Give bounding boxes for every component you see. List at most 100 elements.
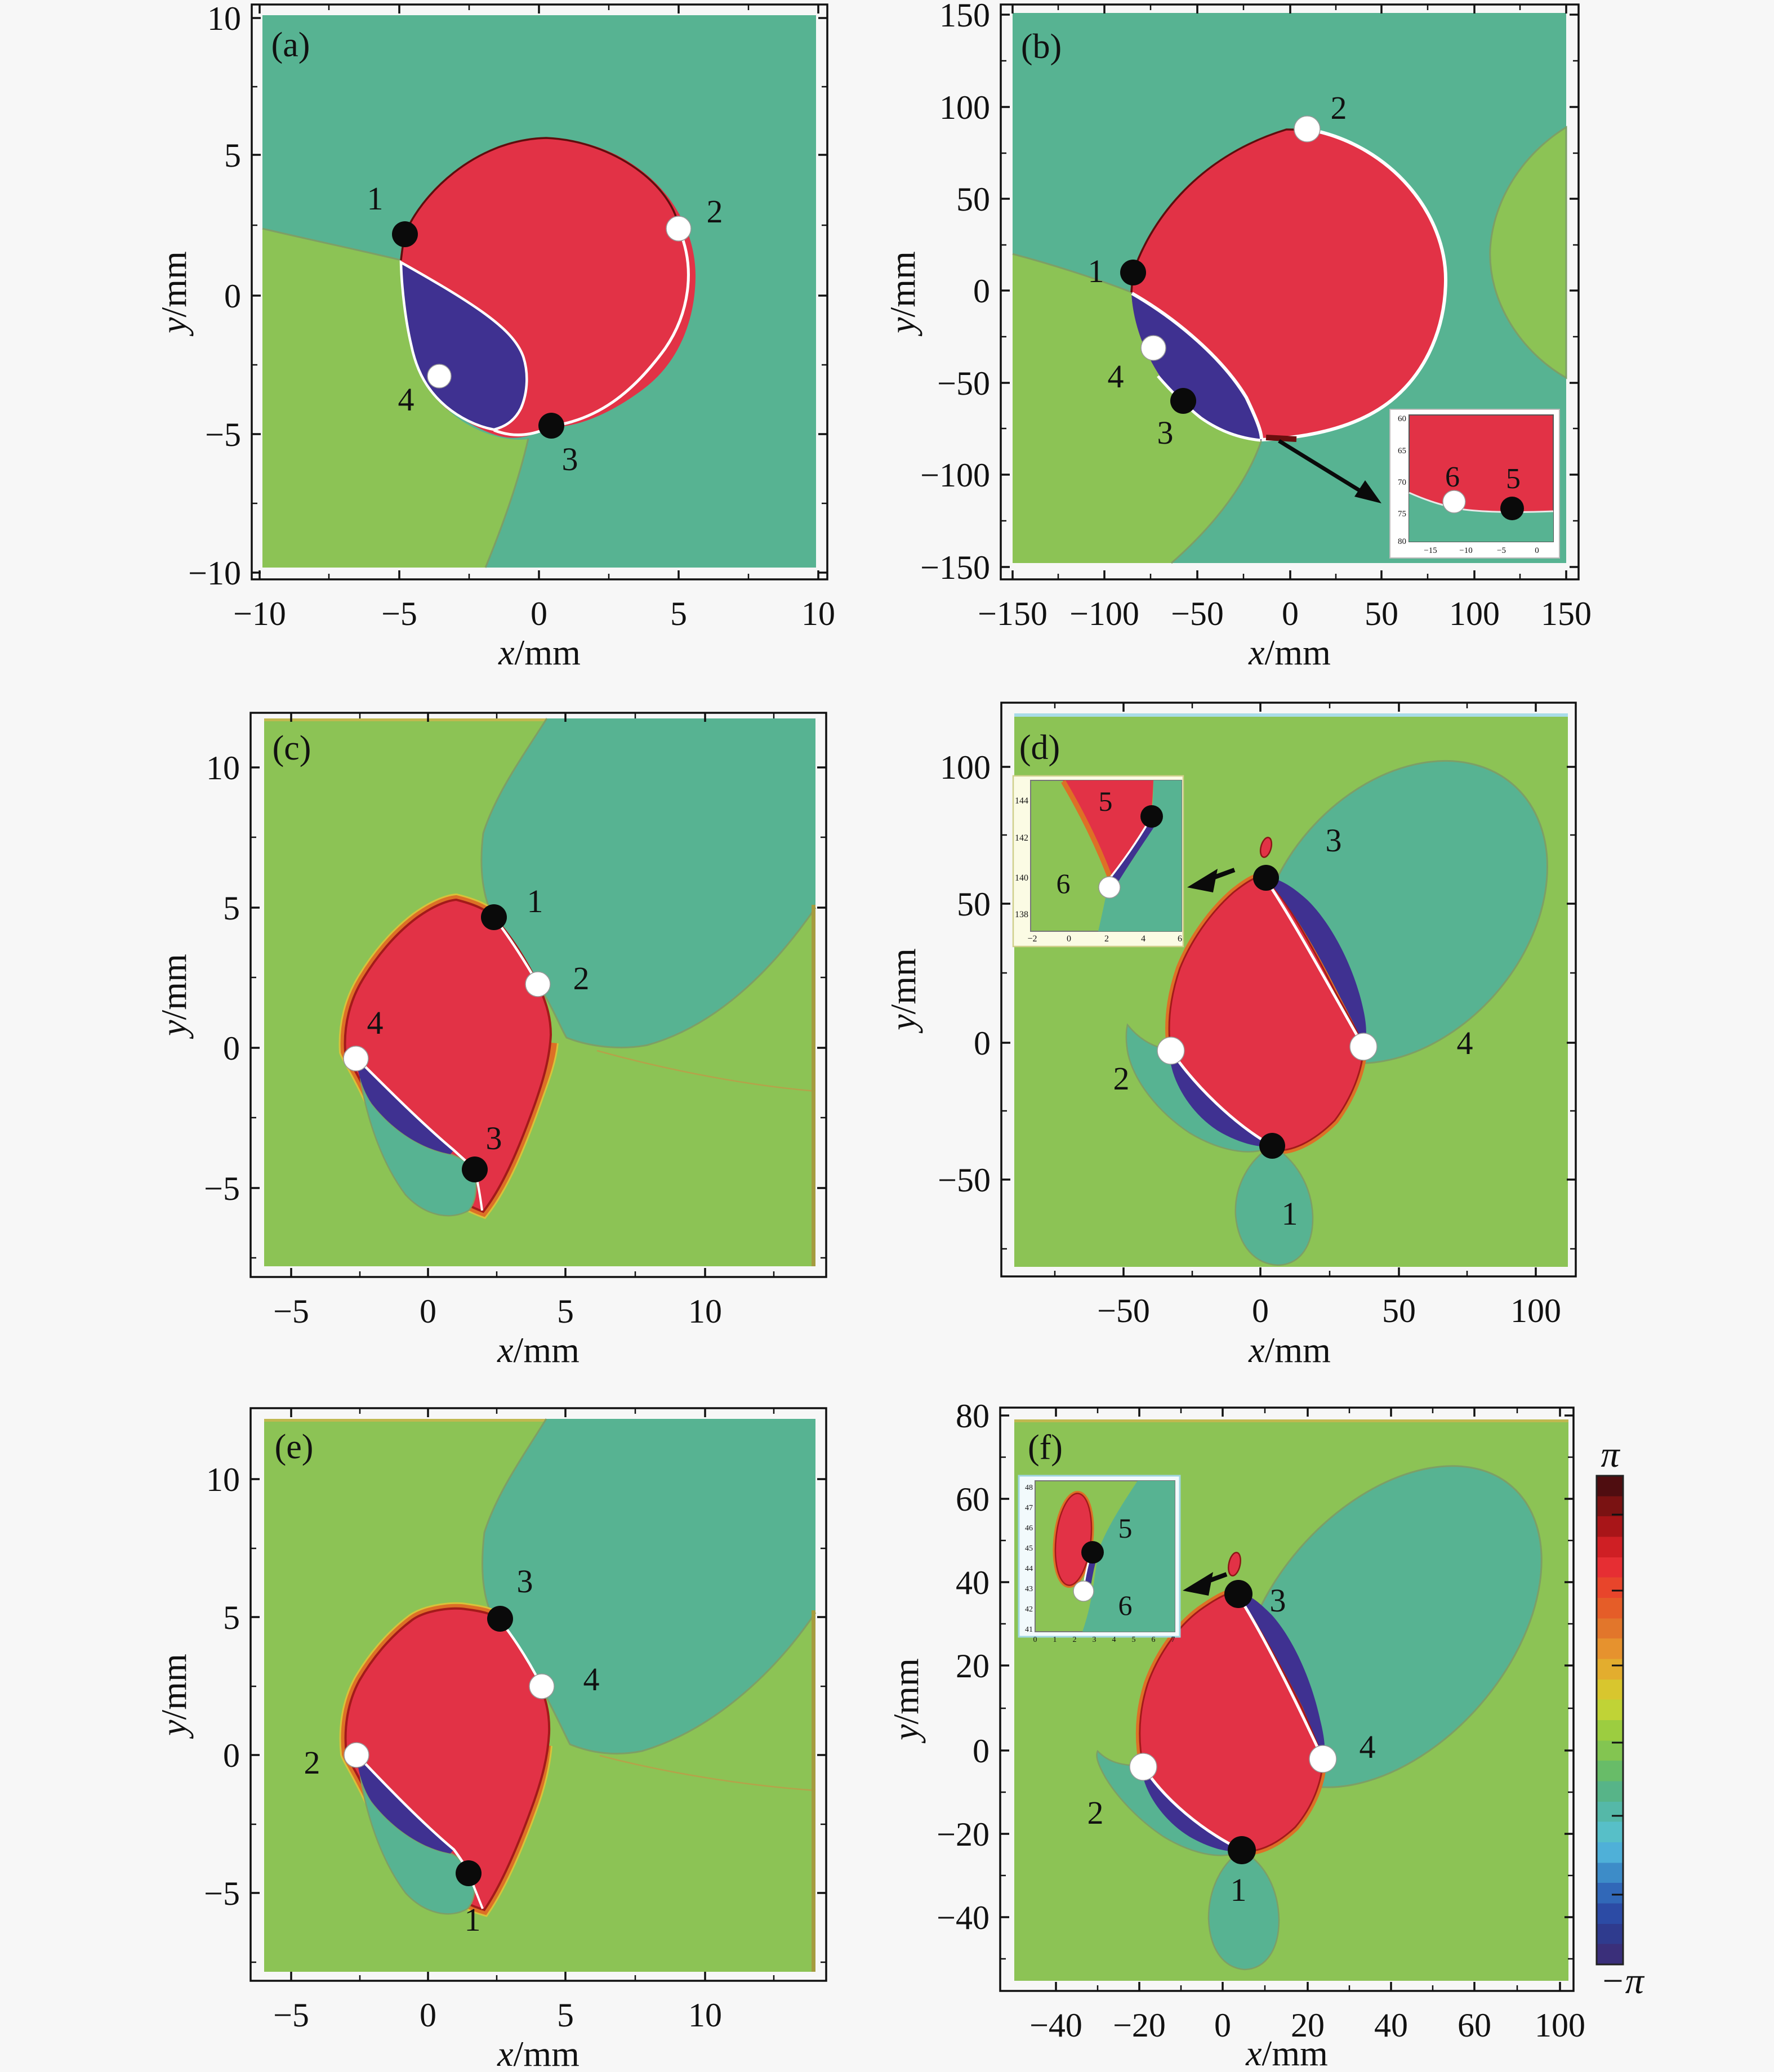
svg-text:0: 0 [1282,595,1299,632]
svg-text:43: 43 [1025,1585,1033,1593]
svg-text:−5: −5 [204,1875,240,1912]
svg-text:20: 20 [1291,2007,1325,2044]
svg-text:5: 5 [223,890,240,927]
svg-text:48: 48 [1025,1484,1033,1492]
svg-text:60: 60 [1398,414,1406,423]
svg-text:4: 4 [1108,358,1124,395]
svg-text:−5: −5 [1497,546,1506,555]
svg-text:50: 50 [1382,1292,1416,1329]
svg-text:41: 41 [1025,1626,1033,1634]
svg-text:1: 1 [367,180,384,217]
svg-text:7: 7 [1171,1636,1175,1644]
svg-text:6: 6 [1057,868,1071,899]
svg-text:0: 0 [1067,934,1071,944]
svg-text:142: 142 [1015,833,1028,843]
svg-text:−10: −10 [233,595,286,632]
svg-text:4: 4 [1457,1025,1473,1061]
svg-text:46: 46 [1025,1524,1033,1533]
svg-text:2: 2 [1104,934,1109,944]
svg-text:0: 0 [420,1997,436,2034]
svg-text:−150: −150 [978,595,1048,632]
svg-text:y/mm: y/mm [154,251,194,337]
svg-text:−10: −10 [1459,546,1472,555]
svg-text:5: 5 [1132,1636,1136,1644]
svg-text:y/mm: y/mm [154,954,194,1039]
svg-text:(b): (b) [1021,28,1062,66]
svg-text:1: 1 [527,883,543,919]
svg-text:2: 2 [1073,1636,1077,1644]
svg-text:−40: −40 [937,1899,989,1936]
svg-text:40: 40 [956,1564,989,1601]
svg-text:−40: −40 [1029,2007,1082,2044]
svg-text:70: 70 [1398,478,1406,487]
svg-text:−50: −50 [1171,595,1224,632]
svg-text:0: 0 [223,1737,240,1774]
svg-text:−10: −10 [188,555,241,592]
svg-text:y/mm: y/mm [883,948,923,1034]
svg-text:42: 42 [1025,1605,1033,1614]
svg-text:x/mm: x/mm [1248,1330,1331,1370]
svg-text:47: 47 [1025,1504,1033,1512]
svg-text:0: 0 [1033,1636,1037,1644]
svg-text:−50: −50 [938,1162,991,1199]
svg-text:4: 4 [583,1661,600,1698]
svg-text:3: 3 [517,1563,533,1600]
svg-text:−15: −15 [1424,546,1437,555]
svg-text:−5: −5 [273,1293,309,1330]
svg-text:75: 75 [1398,510,1406,519]
svg-text:100: 100 [939,89,990,126]
svg-text:−20: −20 [1113,2007,1166,2044]
svg-text:3: 3 [1093,1636,1097,1644]
svg-text:2: 2 [1113,1060,1130,1097]
svg-text:y/mm: y/mm [154,1654,194,1739]
svg-text:−50: −50 [937,365,990,402]
svg-text:44: 44 [1025,1565,1033,1573]
svg-text:10: 10 [688,1997,722,2034]
svg-text:80: 80 [1398,537,1406,546]
svg-text:y/mm: y/mm [882,251,922,337]
svg-text:0: 0 [974,1025,991,1062]
svg-text:4: 4 [398,381,414,418]
svg-text:6: 6 [1445,461,1460,493]
svg-text:−100: −100 [1069,595,1139,632]
svg-text:x/mm: x/mm [1248,632,1331,672]
svg-text:3: 3 [1326,822,1342,859]
svg-text:1: 1 [465,1901,481,1938]
svg-text:10: 10 [206,749,240,787]
svg-text:−5: −5 [205,416,241,453]
svg-text:10: 10 [206,1461,240,1498]
svg-text:(d): (d) [1019,729,1060,767]
svg-text:150: 150 [939,0,990,34]
svg-text:50: 50 [957,886,991,923]
svg-text:0: 0 [973,1732,989,1770]
svg-text:0: 0 [1252,1292,1269,1329]
svg-text:100: 100 [1510,1292,1561,1329]
svg-text:5: 5 [670,595,687,632]
svg-text:5: 5 [557,1293,574,1330]
svg-text:0: 0 [224,278,241,315]
svg-text:−5: −5 [273,1997,309,2034]
svg-text:5: 5 [223,1599,240,1636]
svg-text:2: 2 [1087,1794,1104,1831]
svg-text:2: 2 [304,1744,320,1781]
svg-text:0: 0 [531,595,547,632]
svg-text:10: 10 [801,595,835,632]
svg-text:1: 1 [1088,253,1104,289]
svg-text:π: π [1601,1434,1620,1475]
svg-text:50: 50 [1365,595,1398,632]
svg-text:4: 4 [1141,934,1145,944]
svg-text:50: 50 [956,181,990,218]
svg-text:3: 3 [1157,414,1174,451]
svg-text:(c): (c) [273,729,311,767]
svg-text:−5: −5 [381,595,417,632]
svg-text:5: 5 [1099,785,1113,817]
svg-text:20: 20 [956,1647,989,1685]
svg-text:4: 4 [1360,1729,1376,1765]
svg-text:−50: −50 [1097,1292,1150,1329]
svg-text:−2: −2 [1027,934,1037,944]
svg-text:100: 100 [1449,595,1500,632]
svg-text:60: 60 [956,1481,989,1518]
svg-text:(f): (f) [1028,1428,1063,1467]
svg-text:x/mm: x/mm [498,632,581,672]
svg-text:1: 1 [1053,1636,1057,1644]
